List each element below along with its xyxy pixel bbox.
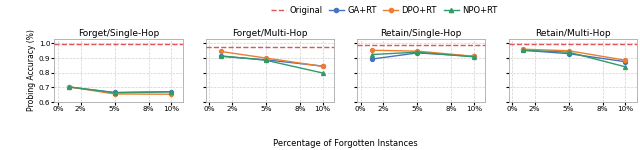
Title: Forget/Single-Hop: Forget/Single-Hop: [78, 29, 159, 38]
Text: Percentage of Forgotten Instances: Percentage of Forgotten Instances: [273, 140, 418, 148]
Y-axis label: Probing Accuracy (%): Probing Accuracy (%): [27, 30, 36, 111]
Title: Retain/Multi-Hop: Retain/Multi-Hop: [535, 29, 611, 38]
Title: Forget/Multi-Hop: Forget/Multi-Hop: [232, 29, 308, 38]
Title: Retain/Single-Hop: Retain/Single-Hop: [381, 29, 462, 38]
Legend: Original, GA+RT, DPO+RT, NPO+RT: Original, GA+RT, DPO+RT, NPO+RT: [268, 3, 500, 18]
